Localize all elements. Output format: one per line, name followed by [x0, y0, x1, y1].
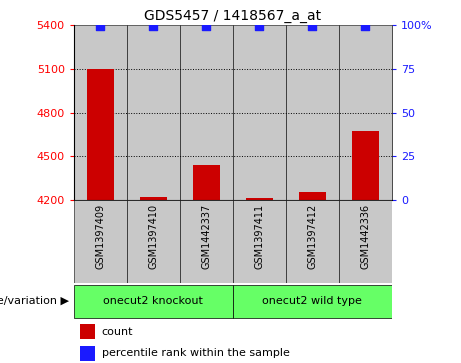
Point — [202, 23, 210, 29]
Bar — [339, 200, 392, 283]
Bar — [233, 200, 286, 283]
Text: onecut2 knockout: onecut2 knockout — [103, 296, 203, 306]
Text: GSM1397410: GSM1397410 — [148, 204, 158, 269]
Title: GDS5457 / 1418567_a_at: GDS5457 / 1418567_a_at — [144, 9, 321, 23]
Text: GSM1397411: GSM1397411 — [254, 204, 264, 269]
Bar — [180, 200, 233, 283]
Bar — [74, 25, 127, 200]
Text: GSM1442337: GSM1442337 — [201, 204, 211, 269]
Bar — [339, 25, 392, 200]
Bar — [74, 285, 233, 318]
Text: count: count — [102, 327, 133, 337]
Text: GSM1397412: GSM1397412 — [307, 204, 317, 269]
Bar — [127, 200, 180, 283]
Point — [361, 23, 369, 29]
Bar — [233, 25, 286, 200]
Point — [308, 23, 316, 29]
Bar — [80, 346, 95, 361]
Bar — [87, 69, 113, 200]
Text: onecut2 wild type: onecut2 wild type — [262, 296, 362, 306]
Text: percentile rank within the sample: percentile rank within the sample — [102, 348, 290, 358]
Bar — [233, 285, 392, 318]
Text: GSM1442336: GSM1442336 — [361, 204, 370, 269]
Bar — [246, 198, 272, 200]
Bar — [180, 25, 233, 200]
Bar — [127, 25, 180, 200]
Point — [255, 23, 263, 29]
Point — [96, 23, 104, 29]
Bar — [140, 197, 166, 200]
Bar — [74, 200, 127, 283]
Bar — [299, 192, 325, 200]
Text: genotype/variation ▶: genotype/variation ▶ — [0, 296, 69, 306]
Text: GSM1397409: GSM1397409 — [95, 204, 105, 269]
Bar — [286, 25, 339, 200]
Bar — [80, 324, 95, 339]
Bar — [352, 131, 378, 200]
Bar — [193, 165, 219, 200]
Point — [149, 23, 157, 29]
Bar — [286, 200, 339, 283]
